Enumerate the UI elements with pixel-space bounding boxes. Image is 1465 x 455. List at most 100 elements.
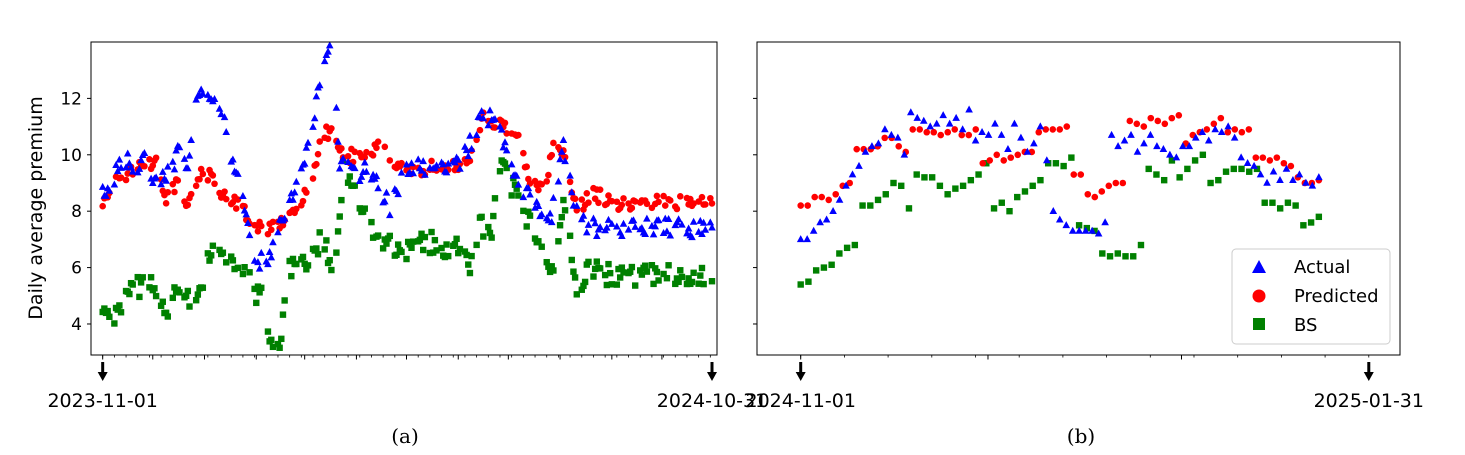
bs-point <box>675 278 682 286</box>
predicted-point <box>818 193 826 201</box>
bs-point <box>543 258 550 266</box>
predicted-point <box>1217 114 1225 122</box>
date-label: 2023-11-01 <box>47 390 157 412</box>
actual-point <box>466 131 474 139</box>
bs-point <box>538 243 545 250</box>
bs-point <box>204 250 212 257</box>
bs-point <box>618 264 626 271</box>
actual-point <box>187 135 195 143</box>
bs-point <box>663 274 671 282</box>
predicted-point <box>930 128 938 136</box>
predicted-point <box>257 222 265 230</box>
actual-point <box>264 260 272 268</box>
actual-point <box>1224 122 1232 130</box>
predicted-point <box>386 157 394 164</box>
predicted-point <box>187 190 195 198</box>
predicted-point <box>169 180 177 188</box>
predicted-point <box>503 130 510 137</box>
predicted-point <box>993 151 1001 159</box>
actual-point <box>1127 130 1135 138</box>
predicted-point <box>146 156 153 163</box>
actual-point <box>184 164 192 172</box>
actual-point <box>631 222 640 230</box>
bs-point <box>386 232 394 240</box>
actual-point <box>894 133 902 141</box>
predicted-point <box>520 149 527 157</box>
bs-point <box>313 245 320 252</box>
actual-point <box>514 180 523 188</box>
actual-point <box>1081 226 1090 234</box>
bs-point <box>820 264 828 271</box>
bs-point <box>368 218 375 226</box>
bs-point <box>1060 162 1067 170</box>
bs-point <box>1014 193 1021 201</box>
actual-point <box>1237 153 1245 161</box>
predicted-point <box>523 163 530 171</box>
actual-point <box>1146 130 1155 138</box>
predicted-point <box>196 175 203 183</box>
bs-point <box>936 182 944 190</box>
actual-point <box>245 231 254 239</box>
bs-point <box>1091 227 1098 235</box>
bs-point <box>139 274 146 281</box>
actual-point <box>292 177 301 185</box>
predicted-point <box>293 205 300 213</box>
bs-point <box>117 309 125 316</box>
predicted-point <box>99 202 106 210</box>
predicted-point <box>548 151 556 159</box>
bs-point <box>1199 151 1207 158</box>
actual-point <box>1049 206 1058 214</box>
actual-point <box>1101 218 1109 226</box>
bs-point <box>254 283 262 290</box>
predicted-point <box>1084 190 1092 198</box>
bs-point <box>336 213 343 220</box>
predicted-point <box>596 186 604 193</box>
bs-point <box>116 302 123 309</box>
actual-point <box>229 155 237 163</box>
actual-point <box>148 179 157 187</box>
bs-point <box>1075 222 1083 229</box>
actual-point <box>651 222 660 230</box>
bs-point <box>655 277 662 284</box>
legend-marker-bs <box>1253 318 1265 330</box>
predicted-point <box>1119 179 1127 187</box>
actual-point <box>907 108 915 116</box>
predicted-point <box>1140 123 1148 130</box>
bs-point <box>501 160 509 167</box>
bs-point <box>206 257 213 264</box>
bs-point <box>513 185 520 192</box>
bs-point <box>299 253 307 261</box>
predicted-point <box>660 192 667 200</box>
predicted-point <box>797 202 804 209</box>
bs-point <box>147 274 155 281</box>
bs-point <box>216 246 223 254</box>
bs-point <box>665 262 672 269</box>
predicted-point <box>369 152 377 159</box>
bs-point <box>642 262 649 269</box>
bs-point <box>408 244 415 251</box>
caption-a: (a) <box>391 424 419 448</box>
actual-point <box>641 229 650 237</box>
bs-point <box>580 282 587 290</box>
predicted-point <box>1000 157 1008 164</box>
predicted-point <box>583 190 591 197</box>
predicted-point <box>937 131 945 139</box>
actual-point <box>547 218 556 226</box>
actual-point <box>579 211 588 219</box>
bs-point <box>162 309 170 317</box>
actual-point <box>324 47 332 55</box>
actual-point <box>215 104 224 112</box>
actual-point <box>952 113 960 121</box>
actual-point <box>1308 181 1317 189</box>
bs-point <box>558 213 565 221</box>
actual-point <box>442 168 451 176</box>
bs-point <box>1083 224 1091 232</box>
bs-point <box>967 176 975 184</box>
bs-point <box>836 250 843 257</box>
actual-point <box>531 203 539 211</box>
bs-point <box>456 245 464 253</box>
bs-point <box>643 268 651 275</box>
predicted-point <box>846 179 854 187</box>
predicted-point <box>550 139 557 147</box>
